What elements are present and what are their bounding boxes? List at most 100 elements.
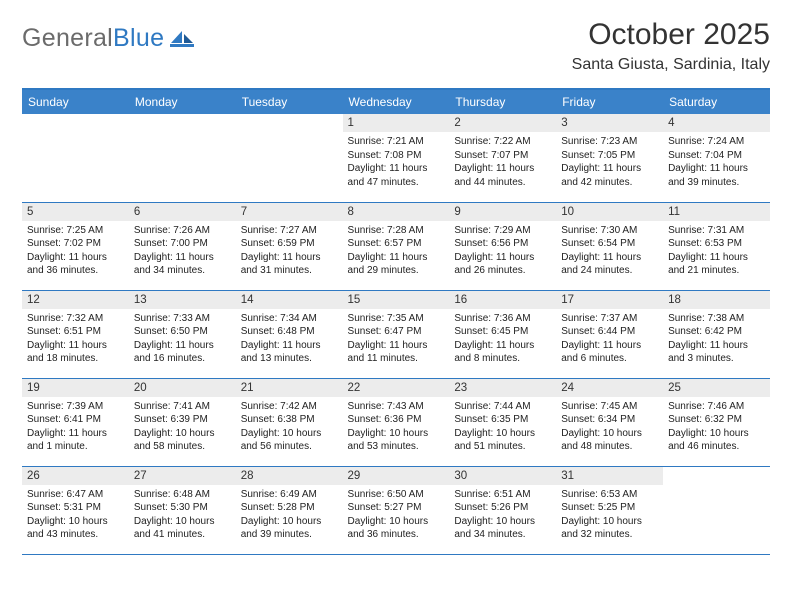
sunset-text: Sunset: 6:48 PM [241,325,338,339]
day-data: Sunrise: 7:32 AMSunset: 6:51 PMDaylight:… [22,309,129,370]
sunrise-text: Sunrise: 7:43 AM [348,400,445,414]
day-number: 4 [663,114,770,132]
day-cell: 26Sunrise: 6:47 AMSunset: 5:31 PMDayligh… [22,466,129,554]
calendar-head: SundayMondayTuesdayWednesdayThursdayFrid… [22,89,770,114]
day-data: Sunrise: 6:51 AMSunset: 5:26 PMDaylight:… [449,485,556,546]
logo-word2: Blue [113,24,164,52]
day-cell: 28Sunrise: 6:49 AMSunset: 5:28 PMDayligh… [236,466,343,554]
daylight-text: Daylight: 11 hours and 16 minutes. [134,339,231,366]
sunset-text: Sunset: 7:07 PM [454,149,551,163]
day-cell: 11 Sunrise: 7:31 AMSunset: 6:53 PMDayligh… [663,202,770,290]
daylight-text: Daylight: 11 hours and 6 minutes. [561,339,658,366]
day-number: 16 [449,291,556,309]
sunrise-text: Sunrise: 7:45 AM [561,400,658,414]
sunrise-text: Sunrise: 6:47 AM [27,488,124,502]
daylight-text: Daylight: 10 hours and 39 minutes. [241,515,338,542]
day-cell: 4Sunrise: 7:24 AMSunset: 7:04 PMDaylight… [663,114,770,202]
day-data: Sunrise: 7:24 AMSunset: 7:04 PMDaylight:… [663,132,770,193]
day-data: Sunrise: 7:46 AMSunset: 6:32 PMDaylight:… [663,397,770,458]
sunrise-text: Sunrise: 7:44 AM [454,400,551,414]
daylight-text: Daylight: 11 hours and 1 minute. [27,427,124,454]
sunset-text: Sunset: 6:36 PM [348,413,445,427]
sunset-text: Sunset: 5:30 PM [134,501,231,515]
sunset-text: Sunset: 6:53 PM [668,237,765,251]
sunrise-text: Sunrise: 7:28 AM [348,224,445,238]
sunset-text: Sunset: 5:28 PM [241,501,338,515]
daylight-text: Daylight: 11 hours and 44 minutes. [454,162,551,189]
daylight-text: Daylight: 11 hours and 36 minutes. [27,251,124,278]
week-row: 26Sunrise: 6:47 AMSunset: 5:31 PMDayligh… [22,466,770,554]
daylight-text: Daylight: 10 hours and 32 minutes. [561,515,658,542]
day-cell: 29Sunrise: 6:50 AMSunset: 5:27 PMDayligh… [343,466,450,554]
day-data: Sunrise: 7:27 AMSunset: 6:59 PMDaylight:… [236,221,343,282]
day-cell: 13Sunrise: 7:33 AMSunset: 6:50 PMDayligh… [129,290,236,378]
sunrise-text: Sunrise: 6:49 AM [241,488,338,502]
sunset-text: Sunset: 6:50 PM [134,325,231,339]
day-cell: 23Sunrise: 7:44 AMSunset: 6:35 PMDayligh… [449,378,556,466]
day-number: 24 [556,379,663,397]
day-cell: 8Sunrise: 7:28 AMSunset: 6:57 PMDaylight… [343,202,450,290]
day-data: Sunrise: 6:49 AMSunset: 5:28 PMDaylight:… [236,485,343,546]
sunset-text: Sunset: 6:44 PM [561,325,658,339]
day-data: Sunrise: 7:22 AMSunset: 7:07 PMDaylight:… [449,132,556,193]
day-cell [663,466,770,554]
sunrise-text: Sunrise: 7:36 AM [454,312,551,326]
day-data: Sunrise: 7:38 AMSunset: 6:42 PMDaylight:… [663,309,770,370]
day-number: 2 [449,114,556,132]
day-data: Sunrise: 7:41 AMSunset: 6:39 PMDaylight:… [129,397,236,458]
day-cell: 21Sunrise: 7:42 AMSunset: 6:38 PMDayligh… [236,378,343,466]
sunset-text: Sunset: 7:05 PM [561,149,658,163]
day-number: 11 [663,203,770,221]
logo-word1: General [22,24,113,52]
sunrise-text: Sunrise: 7:31 AM [668,224,765,238]
daylight-text: Daylight: 11 hours and 42 minutes. [561,162,658,189]
day-data: Sunrise: 7:42 AMSunset: 6:38 PMDaylight:… [236,397,343,458]
sunset-text: Sunset: 5:31 PM [27,501,124,515]
dayhead-monday: Monday [129,89,236,114]
day-number: 3 [556,114,663,132]
sunset-text: Sunset: 7:08 PM [348,149,445,163]
location: Santa Giusta, Sardinia, Italy [572,56,770,74]
daylight-text: Daylight: 11 hours and 13 minutes. [241,339,338,366]
day-data: Sunrise: 6:47 AMSunset: 5:31 PMDaylight:… [22,485,129,546]
sunrise-text: Sunrise: 7:32 AM [27,312,124,326]
sunrise-text: Sunrise: 7:30 AM [561,224,658,238]
day-data: Sunrise: 7:29 AMSunset: 6:56 PMDaylight:… [449,221,556,282]
daylight-text: Daylight: 11 hours and 29 minutes. [348,251,445,278]
sunset-text: Sunset: 6:42 PM [668,325,765,339]
day-data: Sunrise: 6:50 AMSunset: 5:27 PMDaylight:… [343,485,450,546]
day-number: 29 [343,467,450,485]
daylight-text: Daylight: 11 hours and 24 minutes. [561,251,658,278]
sunset-text: Sunset: 6:34 PM [561,413,658,427]
daylight-text: Daylight: 11 hours and 8 minutes. [454,339,551,366]
day-data: Sunrise: 7:39 AMSunset: 6:41 PMDaylight:… [22,397,129,458]
sunset-text: Sunset: 6:57 PM [348,237,445,251]
day-cell: 22Sunrise: 7:43 AMSunset: 6:36 PMDayligh… [343,378,450,466]
sunrise-text: Sunrise: 7:26 AM [134,224,231,238]
day-number: 12 [22,291,129,309]
day-data: Sunrise: 7:37 AMSunset: 6:44 PMDaylight:… [556,309,663,370]
day-cell [22,114,129,202]
day-cell: 19Sunrise: 7:39 AMSunset: 6:41 PMDayligh… [22,378,129,466]
daylight-text: Daylight: 11 hours and 21 minutes. [668,251,765,278]
day-cell: 10Sunrise: 7:30 AMSunset: 6:54 PMDayligh… [556,202,663,290]
day-number: 14 [236,291,343,309]
day-number: 7 [236,203,343,221]
day-data: Sunrise: 7:33 AMSunset: 6:50 PMDaylight:… [129,309,236,370]
day-data: Sunrise: 7:25 AMSunset: 7:02 PMDaylight:… [22,221,129,282]
daylight-text: Daylight: 11 hours and 47 minutes. [348,162,445,189]
sunset-text: Sunset: 7:02 PM [27,237,124,251]
daylight-text: Daylight: 10 hours and 41 minutes. [134,515,231,542]
sunset-text: Sunset: 5:27 PM [348,501,445,515]
sunrise-text: Sunrise: 7:23 AM [561,135,658,149]
sunrise-text: Sunrise: 7:35 AM [348,312,445,326]
day-cell: 25Sunrise: 7:46 AMSunset: 6:32 PMDayligh… [663,378,770,466]
day-number: 10 [556,203,663,221]
sunset-text: Sunset: 6:32 PM [668,413,765,427]
day-data: Sunrise: 7:28 AMSunset: 6:57 PMDaylight:… [343,221,450,282]
day-cell: 20Sunrise: 7:41 AMSunset: 6:39 PMDayligh… [129,378,236,466]
day-cell [236,114,343,202]
day-number: 15 [343,291,450,309]
sunrise-text: Sunrise: 7:27 AM [241,224,338,238]
day-number [663,467,770,473]
